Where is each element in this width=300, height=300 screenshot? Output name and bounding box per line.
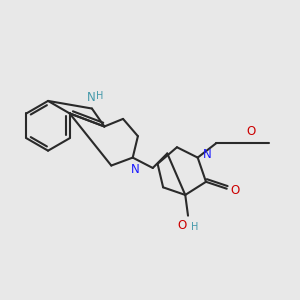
Text: O: O: [177, 219, 187, 232]
Text: N: N: [130, 163, 139, 176]
Text: N: N: [87, 91, 96, 104]
Text: O: O: [246, 124, 256, 138]
Text: N: N: [202, 148, 211, 161]
Text: O: O: [230, 184, 239, 196]
Text: H: H: [96, 91, 103, 100]
Text: H: H: [191, 222, 199, 232]
